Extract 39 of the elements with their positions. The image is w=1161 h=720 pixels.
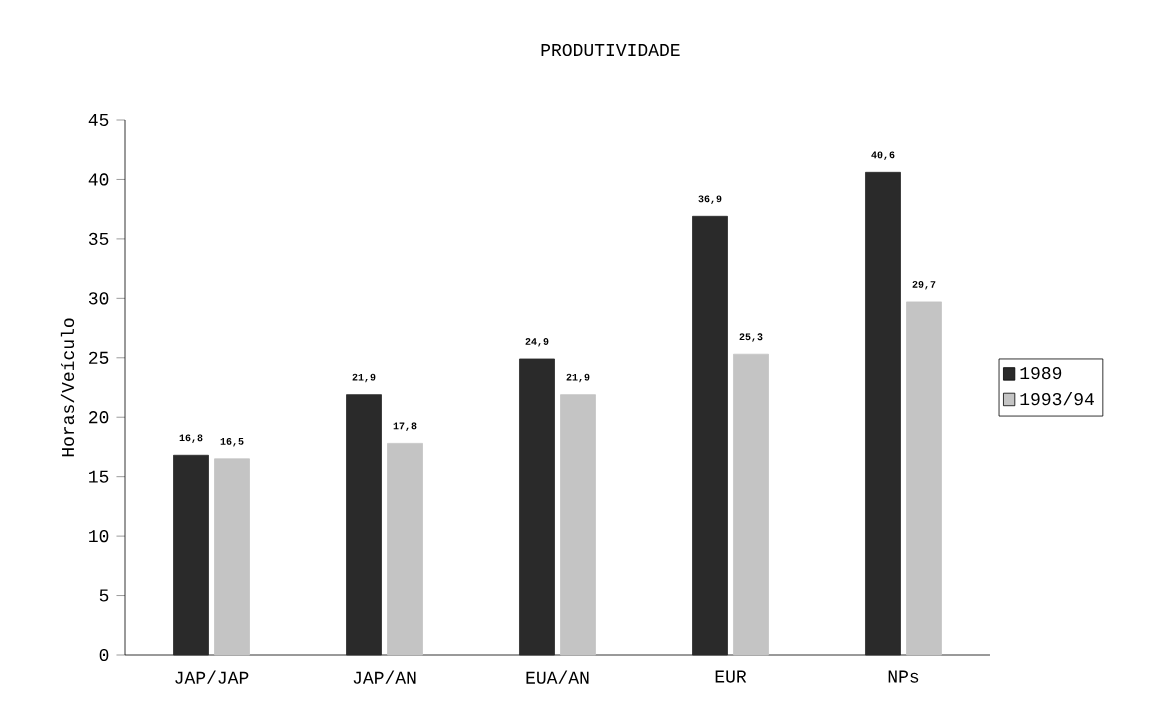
bar <box>173 454 209 656</box>
data-label: 21,9 <box>352 373 376 383</box>
data-label: 21,9 <box>566 373 590 383</box>
data-label: 29,7 <box>912 281 936 290</box>
bar <box>560 394 596 656</box>
y-axis-title: Horas/Veículo <box>60 318 75 457</box>
data-label: 25,3 <box>739 333 763 342</box>
data-label: 16,8 <box>179 434 203 443</box>
y-tick-label: 20 <box>89 411 109 424</box>
y-tick-label: 30 <box>88 292 109 305</box>
bar <box>906 301 942 656</box>
data-label: 24,9 <box>525 338 549 347</box>
bar <box>214 458 250 656</box>
x-tick-label: JAP/AN <box>353 670 416 684</box>
x-tick-label: NPs <box>888 670 919 683</box>
legend-label: 1989 <box>1020 366 1062 380</box>
chart-title: PRODUTIVIDADE <box>541 43 680 57</box>
bar <box>865 171 901 656</box>
legend-label: 1993/94 <box>1020 392 1094 406</box>
bar <box>387 442 423 656</box>
y-tick-label: 25 <box>89 351 109 364</box>
bar <box>346 394 382 656</box>
data-label: 36,9 <box>698 195 722 204</box>
bar <box>733 353 769 656</box>
data-label: 16,5 <box>220 437 244 447</box>
x-tick-label: EUR <box>715 670 747 683</box>
y-tick-label: 15 <box>89 470 109 483</box>
data-label: 40,6 <box>871 151 895 160</box>
y-tick-label: 10 <box>89 530 109 543</box>
y-tick-label: 45 <box>88 113 109 127</box>
y-tick-label: 5 <box>99 589 109 602</box>
y-tick-label: 40 <box>88 173 109 186</box>
bar <box>519 358 555 656</box>
bar <box>692 215 728 656</box>
y-tick-label: 0 <box>99 648 109 662</box>
x-tick-label: JAP/JAP <box>175 670 249 684</box>
x-tick-label: EUA/AN <box>526 670 589 684</box>
data-label: 17,8 <box>393 422 417 431</box>
y-tick-label: 35 <box>88 232 109 246</box>
